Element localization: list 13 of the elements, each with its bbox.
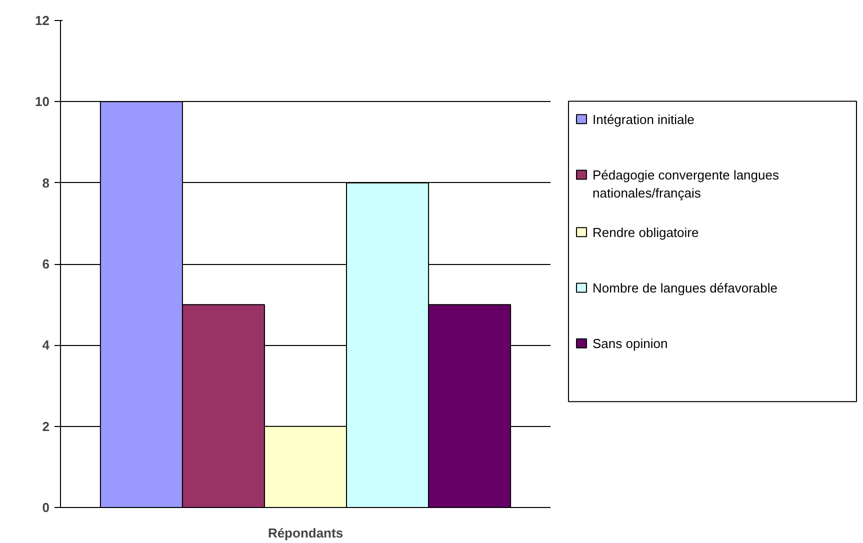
x-tick-label: Répondants bbox=[268, 526, 344, 540]
legend-label: Intégration initiale bbox=[592, 112, 694, 127]
y-tick-label: 4 bbox=[42, 338, 50, 353]
legend-label: Pédagogie convergente langues nationales/français bbox=[592, 168, 780, 201]
legend-label: Sans opinion bbox=[592, 336, 668, 352]
y-tick-label: 10 bbox=[35, 94, 50, 110]
legend-label: Rendre obligatoire bbox=[592, 224, 699, 240]
y-tick-label: 6 bbox=[42, 256, 50, 272]
y-tick-label: 2 bbox=[42, 418, 50, 434]
y-tick-label: 8 bbox=[42, 175, 50, 190]
y-tick-label: 12 bbox=[35, 13, 50, 28]
y-tick-label: 0 bbox=[42, 500, 50, 515]
legend-label: Nombre de langues défavorable bbox=[592, 280, 778, 296]
